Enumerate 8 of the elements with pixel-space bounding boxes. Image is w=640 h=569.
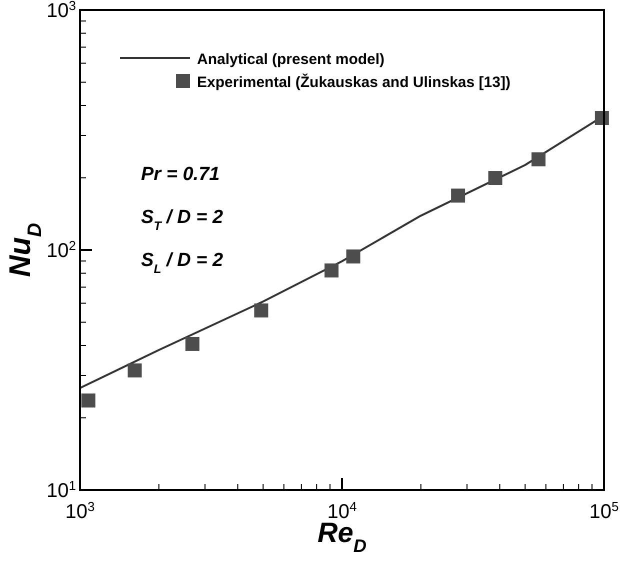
- annotation: S$_{L}$ / D = 2: [141, 250, 224, 276]
- x-tick-label: 10$^{5}$: [589, 498, 619, 523]
- y-tick-label: 10$^{3}$: [46, 0, 76, 22]
- y-tick-label: 10$^{2}$: [46, 238, 76, 262]
- annotation: S$_{T}$ / D = 2: [141, 207, 224, 233]
- annotation: Pr = 0.71: [141, 164, 220, 185]
- legend-label: Analytical (present model): [197, 51, 385, 68]
- legend-label: Experimental (Žukauskas and Ulinskas [13]): [197, 73, 510, 91]
